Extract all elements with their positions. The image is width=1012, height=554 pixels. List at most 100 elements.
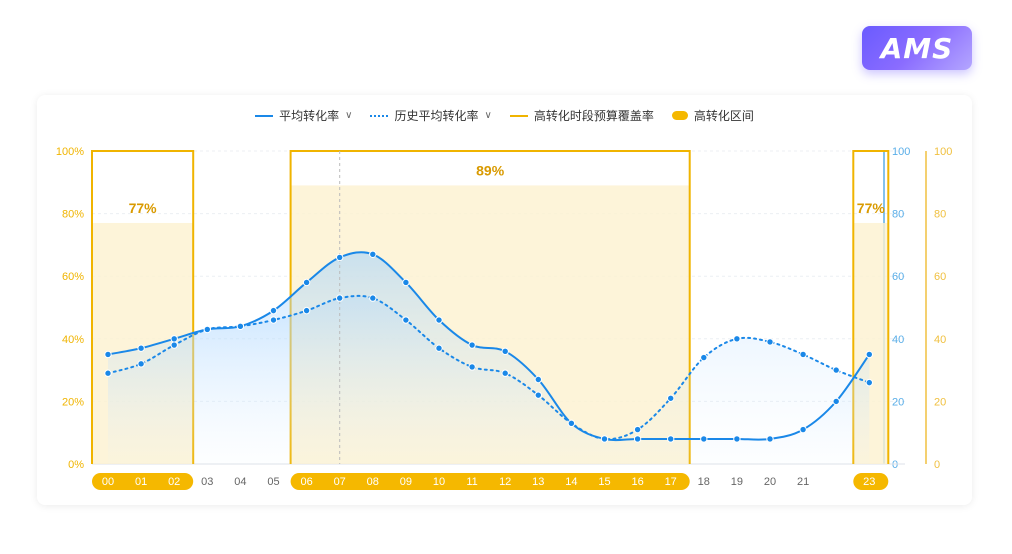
average-point (170, 335, 178, 343)
x-tick-label: 17 (665, 476, 677, 488)
y-tick-label-right-blue: 0 (892, 459, 898, 471)
history-point (799, 350, 807, 359)
history-point (468, 363, 476, 371)
x-tick-label: 08 (367, 476, 379, 488)
dotted-line-swatch-icon (370, 114, 389, 117)
average-point (766, 435, 774, 443)
average-point (534, 375, 542, 384)
y-tick-label-right-blue: 60 (892, 271, 904, 283)
x-tick-label: 13 (532, 476, 544, 488)
ams-logo: AMS (862, 26, 972, 70)
x-tick-label: 23 (863, 476, 875, 488)
x-tick-label: 15 (598, 476, 610, 488)
average-point (501, 347, 509, 356)
yellow-pill-swatch-icon (671, 111, 688, 120)
y-tick-label-right-yellow: 40 (934, 334, 946, 346)
history-point (402, 316, 410, 324)
x-tick-label: 19 (731, 476, 743, 488)
y-tick-label-right-blue: 80 (892, 209, 904, 221)
average-point (865, 350, 873, 359)
x-tick-label: 06 (300, 476, 312, 488)
history-point (302, 306, 311, 315)
average-point (667, 435, 675, 443)
average-point (369, 250, 377, 258)
average-point (435, 316, 443, 324)
coverage-value-label: 89% (476, 162, 505, 178)
coverage-value-label: 77% (857, 200, 886, 216)
legend-item-average[interactable]: 平均转化率 ∨ (255, 107, 352, 124)
history-point (501, 369, 509, 377)
chart-legend: 平均转化率 ∨ 历史平均转化率 ∨ 高转化时段预算覆盖率 高转化区间 (37, 107, 972, 124)
history-point (832, 366, 840, 374)
average-point (236, 322, 245, 330)
average-point (468, 341, 476, 349)
average-point (832, 397, 840, 406)
average-point (633, 435, 642, 443)
x-tick-label: 05 (267, 476, 279, 488)
x-tick-label: 07 (334, 476, 346, 488)
legend-item-history[interactable]: 历史平均转化率 ∨ (370, 107, 492, 124)
history-series-area (108, 295, 870, 464)
x-tick-label: 03 (201, 476, 213, 488)
x-tick-label: 21 (797, 476, 809, 488)
x-tick-label: 02 (168, 476, 180, 488)
logo-text: AMS (880, 31, 954, 65)
y-tick-label-right-yellow: 80 (934, 209, 946, 221)
average-point (600, 435, 609, 443)
x-tick-label: 01 (135, 476, 147, 488)
history-point (137, 360, 145, 368)
average-point (269, 306, 278, 315)
high-conversion-band (853, 473, 889, 490)
y-tick-label-right-yellow: 60 (934, 271, 946, 283)
x-tick-label: 16 (631, 476, 643, 488)
history-point (269, 316, 278, 324)
legend-item-high-band[interactable]: 高转化区间 (671, 107, 754, 124)
history-point (667, 394, 675, 402)
y-tick-label-left: 80% (62, 209, 84, 221)
coverage-window-outline (91, 150, 195, 464)
history-point (104, 369, 112, 377)
history-point (700, 353, 708, 362)
history-point (369, 294, 377, 302)
x-tick-label: 14 (565, 476, 577, 488)
average-point (733, 435, 741, 443)
chevron-down-icon: ∨ (484, 110, 492, 121)
x-tick-label: 12 (499, 476, 511, 488)
legend-item-coverage[interactable]: 高转化时段预算覆盖率 (509, 107, 654, 124)
legend-label: 平均转化率 (279, 109, 340, 123)
x-tick-label: 11 (466, 476, 477, 488)
history-point (766, 338, 774, 346)
x-tick-label: 10 (433, 476, 445, 488)
y-tick-label-right-yellow: 0 (934, 459, 940, 471)
y-tick-label-left: 100% (56, 146, 84, 158)
average-point (336, 253, 344, 262)
average-point (203, 325, 212, 334)
y-tick-label-right-yellow: 20 (934, 396, 946, 408)
coverage-value-label: 77% (129, 200, 158, 216)
legend-label: 高转化时段预算覆盖率 (533, 109, 654, 123)
y-tick-label-left: 60% (62, 271, 84, 283)
x-tick-label: 00 (102, 476, 114, 488)
y-tick-label-right-blue: 100 (892, 146, 910, 158)
legend-label: 历史平均转化率 (394, 109, 479, 123)
y-tick-label-left: 20% (62, 396, 84, 408)
history-point (633, 425, 642, 434)
chevron-down-icon: ∨ (345, 110, 353, 121)
history-point (733, 335, 741, 343)
average-point (302, 278, 311, 287)
high-conversion-band (290, 473, 690, 490)
y-tick-label-left: 0% (68, 459, 84, 471)
average-point (567, 419, 576, 428)
y-tick-label-right-yellow: 100 (934, 146, 952, 158)
average-point (137, 344, 145, 352)
average-point (104, 350, 112, 359)
solid-line-swatch-icon (255, 114, 274, 117)
y-tick-label-right-blue: 20 (892, 396, 904, 408)
history-point (865, 378, 873, 387)
history-point (435, 344, 443, 352)
yellow-line-swatch-icon (509, 114, 528, 117)
legend-label: 高转化区间 (693, 109, 754, 123)
history-point (534, 391, 542, 399)
y-tick-label-left: 40% (62, 334, 84, 346)
